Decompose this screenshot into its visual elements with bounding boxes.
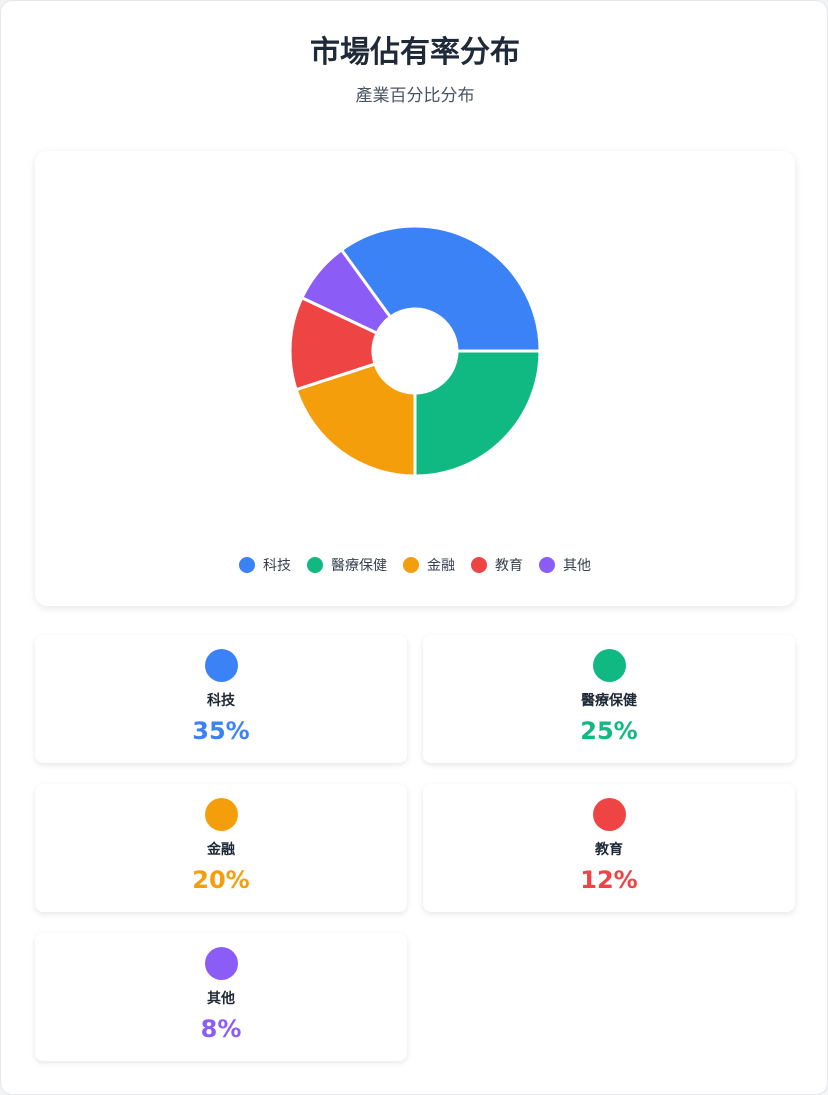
stat-label: 醫療保健 bbox=[581, 693, 637, 709]
stat-card-tech: 科技 35% bbox=[35, 635, 407, 763]
pie-slice-finance[interactable] bbox=[294, 362, 417, 478]
legend-label: 醫療保健 bbox=[331, 558, 387, 574]
stat-label: 其他 bbox=[207, 991, 235, 1007]
legend-item-finance[interactable]: 金融 bbox=[403, 555, 455, 575]
stat-color-dot bbox=[593, 649, 626, 682]
pie-slice-education[interactable] bbox=[288, 295, 379, 392]
legend-item-other[interactable]: 其他 bbox=[539, 555, 591, 575]
stat-label: 科技 bbox=[207, 693, 235, 709]
legend-swatch bbox=[539, 557, 555, 573]
legend-item-healthcare[interactable]: 醫療保健 bbox=[307, 555, 387, 575]
legend-swatch bbox=[403, 557, 419, 573]
chart-legend: 科技 醫療保健 金融 教育 其他 bbox=[35, 555, 795, 575]
stat-label: 金融 bbox=[207, 842, 235, 858]
page-title: 市場佔有率分布 bbox=[310, 35, 520, 70]
pie-slice-other[interactable] bbox=[299, 247, 393, 336]
stat-value: 35% bbox=[192, 717, 250, 745]
legend-label: 教育 bbox=[495, 558, 523, 574]
stat-color-dot bbox=[205, 947, 238, 980]
stat-card-finance: 金融 20% bbox=[35, 784, 407, 912]
chart-card: 科技 醫療保健 金融 教育 其他 bbox=[35, 151, 795, 606]
stat-value: 25% bbox=[580, 717, 638, 745]
legend-swatch bbox=[307, 557, 323, 573]
legend-item-tech[interactable]: 科技 bbox=[239, 555, 291, 575]
pie-slice-tech[interactable] bbox=[339, 224, 542, 353]
pie-slice-healthcare[interactable] bbox=[413, 349, 542, 478]
legend-label: 金融 bbox=[427, 558, 455, 574]
stat-card-education: 教育 12% bbox=[423, 784, 795, 912]
stat-color-dot bbox=[593, 798, 626, 831]
stat-value: 20% bbox=[192, 866, 250, 894]
legend-item-education[interactable]: 教育 bbox=[471, 555, 523, 575]
stat-value: 12% bbox=[580, 866, 638, 894]
legend-swatch bbox=[471, 557, 487, 573]
stat-color-dot bbox=[205, 798, 238, 831]
stat-card-healthcare: 醫療保健 25% bbox=[423, 635, 795, 763]
legend-label: 其他 bbox=[563, 558, 591, 574]
page-subtitle: 產業百分比分布 bbox=[355, 86, 475, 106]
legend-swatch bbox=[239, 557, 255, 573]
stat-color-dot bbox=[205, 649, 238, 682]
legend-label: 科技 bbox=[263, 558, 291, 574]
stat-card-other: 其他 8% bbox=[35, 933, 407, 1061]
stat-value: 8% bbox=[200, 1015, 242, 1043]
stat-label: 教育 bbox=[595, 842, 623, 858]
donut-chart bbox=[288, 224, 542, 478]
